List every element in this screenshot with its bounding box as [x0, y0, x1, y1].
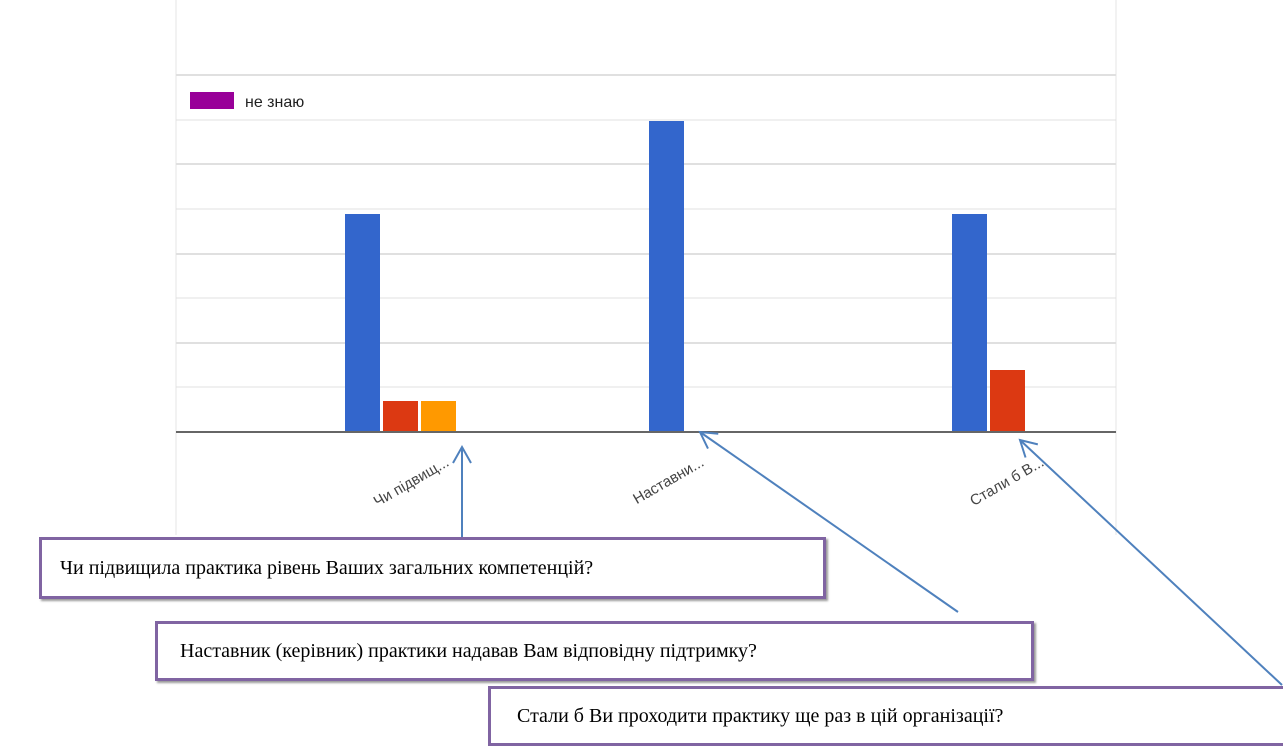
callout-question-3-text: Стали б Ви проходити практику ще раз в ц…: [517, 705, 1004, 727]
x-tick-label-3: Стали б В...: [967, 454, 1047, 510]
callout-question-1: Чи підвищила практика рівень Ваших загал…: [39, 537, 826, 599]
callout-arrow-2: [699, 431, 959, 613]
bar-category-1-series-1: [345, 214, 380, 432]
x-tick-label-2: Наставни...: [630, 454, 707, 508]
legend-swatch-ne-znayu: [190, 92, 234, 109]
callout-question-2: Наставник (керівник) практики надавав Ва…: [155, 621, 1034, 681]
callout-question-1-text: Чи підвищила практика рівень Ваших загал…: [60, 557, 594, 579]
callout-arrowhead-3: [1018, 438, 1039, 458]
callout-arrowhead-2: [698, 430, 719, 449]
callout-arrows: [452, 430, 1283, 686]
bar-category-1-series-3: [421, 401, 456, 432]
bar-category-2-series-1: [649, 121, 684, 432]
callout-arrow-3: [1019, 439, 1283, 686]
callout-question-3: Стали б Ви проходити практику ще раз в ц…: [488, 686, 1283, 746]
callout-question-2-text: Наставник (керівник) практики надавав Ва…: [180, 640, 757, 662]
legend: не знаю: [190, 92, 304, 111]
bar-category-1-series-2: [383, 401, 418, 432]
x-tick-label-1: Чи підвищ...: [371, 454, 452, 511]
chart-frame: [175, 0, 1117, 535]
callout-arrowhead-1: [452, 444, 472, 464]
bars: [345, 121, 1025, 432]
bar-category-3-series-1: [952, 214, 987, 432]
bar-category-3-series-2: [990, 370, 1025, 432]
x-tick-labels: Чи підвищ... Наставни... Стали б В...: [371, 454, 1047, 511]
legend-label-ne-znayu: не знаю: [245, 94, 304, 111]
